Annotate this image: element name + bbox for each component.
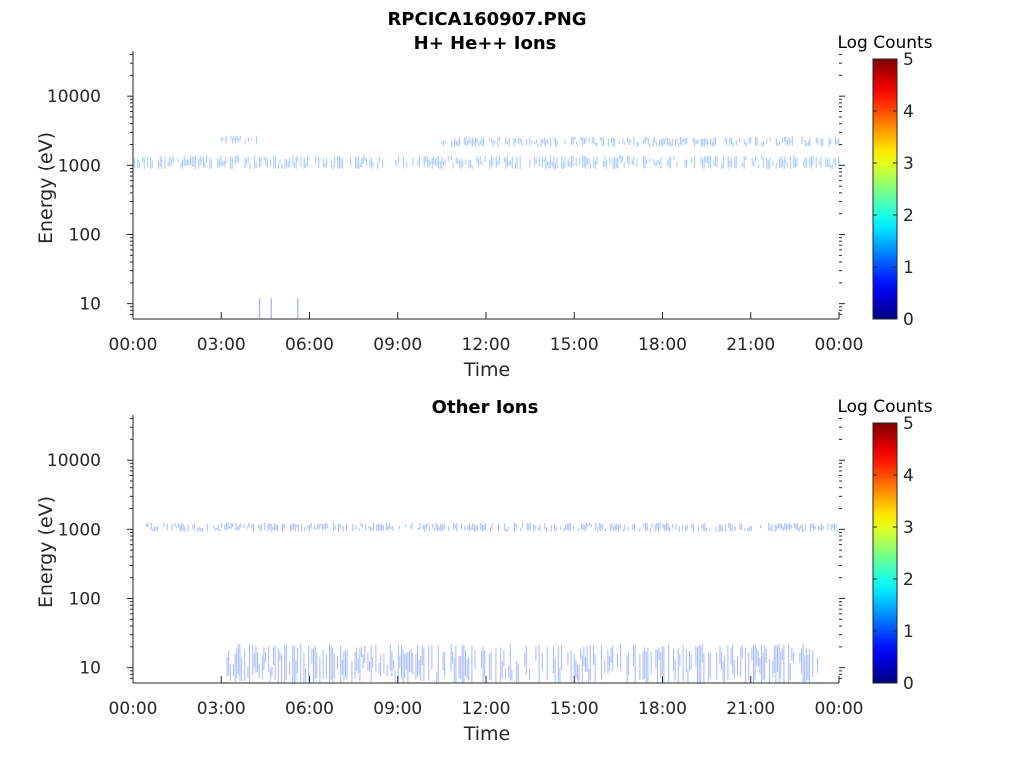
colorbar [872,58,898,320]
y-tick-label: 100 [69,225,101,245]
band-1 [132,155,840,170]
panel-title: Other Ions [432,397,539,418]
colorbar-tick-label: 5 [903,414,914,434]
y-tick-label: 10000 [47,87,101,107]
colorbar-label: Log Counts [837,33,932,53]
colorbar-tick-label: 0 [903,674,914,694]
x-tick-label: 12:00 [462,699,511,719]
x-tick-label: 09:00 [373,699,422,719]
figure-title: RPCICA160907.PNG [387,9,586,30]
x-tick-label: 12:00 [462,335,511,355]
x-tick-label: 09:00 [373,335,422,355]
band-1 [145,522,839,532]
colorbar-tick-label: 4 [903,102,914,122]
band-2 [226,644,818,684]
colorbar-tick-label: 2 [903,206,914,226]
x-tick-label: 00:00 [109,699,158,719]
y-tick-label: 1000 [58,520,101,540]
x-tick-label: 00:00 [109,335,158,355]
colorbar-tick-label: 1 [903,258,914,278]
spectrogram-marks [132,135,840,319]
colorbar-tick-label: 5 [903,50,914,70]
x-tick-label: 21:00 [726,335,775,355]
y-tick-label: 1000 [58,156,101,176]
x-tick-label: 06:00 [285,335,334,355]
colorbar-tick-label: 2 [903,570,914,590]
x-tick-label: 00:00 [815,699,864,719]
y-tick-label: 10000 [47,451,101,471]
x-tick-label: 06:00 [285,699,334,719]
y-tick-label: 10 [79,659,101,679]
band-2 [220,135,257,144]
x-tick-label: 00:00 [815,335,864,355]
colorbar [872,422,898,684]
y-tick-label: 100 [69,589,101,609]
band-3 [441,136,840,148]
x-tick-label: 15:00 [550,699,599,719]
x-tick-label: 21:00 [726,699,775,719]
spectrogram-marks [145,522,839,684]
y-axis-label: Energy (eV) [35,496,57,608]
colorbar-tick-label: 4 [903,466,914,486]
colorbar-label: Log Counts [837,397,932,417]
y-axis-label: Energy (eV) [35,132,57,244]
panel-1: 00:00 03:00 06:00 09:00 12:00 15:00 18:00 21:00… [35,33,933,381]
x-tick-label: 18:00 [638,699,687,719]
panel-2: 00:00 03:00 06:00 09:00 12:00 15:00 18:00 21:00… [35,397,933,745]
x-tick-label: 18:00 [638,335,687,355]
colorbar-tick-label: 3 [903,518,914,538]
plot-area [133,415,839,683]
plot-area [133,51,839,319]
x-tick-label: 03:00 [197,335,246,355]
colorbar-tick-label: 3 [903,154,914,174]
x-tick-label: 15:00 [550,335,599,355]
colorbar-tick-label: 1 [903,622,914,642]
x-axis-label: Time [463,359,511,381]
x-tick-label: 03:00 [197,699,246,719]
x-axis-label: Time [463,723,511,745]
panel-title: H+ He++ Ions [414,33,557,54]
y-tick-label: 10 [79,295,101,315]
colorbar-tick-label: 0 [903,310,914,330]
